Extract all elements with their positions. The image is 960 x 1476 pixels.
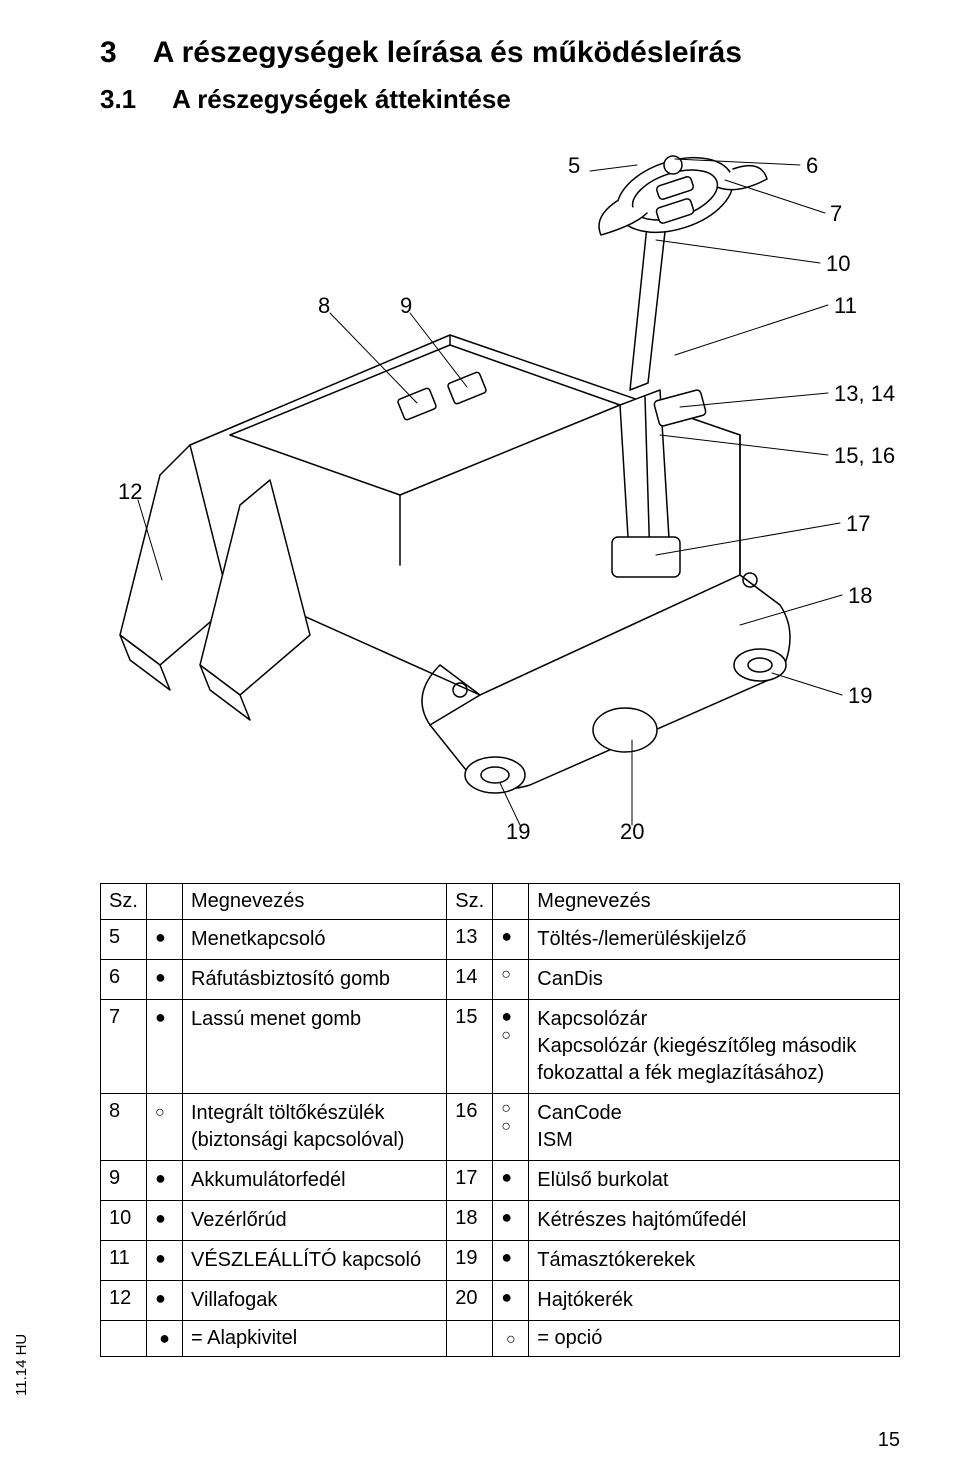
cell-name-left: Integrált töltőkészülék (biztonsági kapc… [183,1094,447,1161]
callout-8: 8 [318,293,330,319]
parts-table: Sz. Megnevezés Sz. Megnevezés 5●Menetkap… [100,883,900,1357]
cell-name-right: Hajtókerék [529,1281,900,1321]
callout-15-16: 15, 16 [834,443,895,469]
th-name-right: Megnevezés [529,884,900,920]
cell-num-right: 14 [447,960,493,1000]
callout-17: 17 [846,511,870,537]
cell-mark-right: ● [493,920,529,960]
cell-num-left: 8 [101,1094,147,1161]
cell-num-right: 17 [447,1161,493,1201]
table-row: 7●Lassú menet gomb15●○KapcsolózárKapcsol… [101,1000,900,1094]
callout-9: 9 [400,293,412,319]
table-row: 9●Akkumulátorfedél17●Elülső burkolat [101,1161,900,1201]
cell-name-left: Lassú menet gomb [183,1000,447,1094]
cell-name-left: VÉSZLEÁLLÍTÓ kapcsoló [183,1241,447,1281]
cell-name-left: Villafogak [183,1281,447,1321]
cell-name-right: CanCodeISM [529,1094,900,1161]
cell-name-left: Akkumulátorfedél [183,1161,447,1201]
footer-revision: 11.14 HU [13,1334,30,1396]
table-row: 12●Villafogak20●Hajtókerék [101,1281,900,1321]
cell-mark-left: ● [147,920,183,960]
cell-mark-right: ○ [493,960,529,1000]
cell-mark-left: ○ [147,1094,183,1161]
cell-num-left: 9 [101,1161,147,1201]
cell-mark-right: ● [493,1201,529,1241]
cell-mark-right: ○○ [493,1094,529,1161]
th-sz-right: Sz. [447,884,493,920]
cell-num-right: 13 [447,920,493,960]
callout-13-14: 13, 14 [834,381,895,407]
legend-dot-icon: ● [147,1321,183,1357]
table-row: 8○Integrált töltőkészülék (biztonsági ka… [101,1094,900,1161]
legend-empty [447,1321,493,1357]
legend-empty [101,1321,147,1357]
cell-num-right: 20 [447,1281,493,1321]
legend-std-label: = Alapkivitel [183,1321,447,1357]
cell-name-right: Töltés-/lemerüléskijelző [529,920,900,960]
cell-num-left: 11 [101,1241,147,1281]
cell-name-left: Menetkapcsoló [183,920,447,960]
cell-num-left: 7 [101,1000,147,1094]
callout-20: 20 [620,819,644,845]
cell-num-left: 12 [101,1281,147,1321]
cell-mark-left: ● [147,1281,183,1321]
table-row: 5●Menetkapcsoló13●Töltés-/lemerüléskijel… [101,920,900,960]
cell-mark-left: ● [147,1000,183,1094]
heading-1-number: 3 [100,36,117,70]
cell-num-right: 16 [447,1094,493,1161]
callout-7: 7 [830,201,842,227]
th-mark-right [493,884,529,920]
cell-mark-right: ●○ [493,1000,529,1094]
heading-2-text: A részegységek áttekintése [172,84,511,115]
cell-num-left: 10 [101,1201,147,1241]
th-sz-left: Sz. [101,884,147,920]
heading-2-number: 3.1 [100,84,136,115]
cell-name-left: Vezérlőrúd [183,1201,447,1241]
th-name-left: Megnevezés [183,884,447,920]
diagram: 5 6 7 8 9 10 11 12 13, 14 15, 16 17 18 1… [100,135,900,855]
cell-mark-right: ● [493,1281,529,1321]
callout-11: 11 [834,293,857,319]
legend-opt-label: = opció [529,1321,900,1357]
callout-6: 6 [806,153,818,179]
cell-mark-left: ● [147,1161,183,1201]
cell-name-right: KapcsolózárKapcsolózár (kiegészítőleg má… [529,1000,900,1094]
cell-name-right: Támasztókerekek [529,1241,900,1281]
legend-circ-icon: ○ [493,1321,529,1357]
cell-name-right: Elülső burkolat [529,1161,900,1201]
footer-page-number: 15 [878,1429,900,1452]
cell-num-left: 5 [101,920,147,960]
table-row: 11●VÉSZLEÁLLÍTÓ kapcsoló19●Támasztókerek… [101,1241,900,1281]
cell-num-right: 19 [447,1241,493,1281]
cell-name-left: Ráfutásbiztosító gomb [183,960,447,1000]
callout-10: 10 [826,251,850,277]
callout-19-left: 19 [506,819,530,845]
table-header-row: Sz. Megnevezés Sz. Megnevezés [101,884,900,920]
cell-mark-left: ● [147,1241,183,1281]
callout-5: 5 [568,153,580,179]
callout-12: 12 [118,479,142,505]
table-row: 10●Vezérlőrúd18●Kétrészes hajtóműfedél [101,1201,900,1241]
th-mark-left [147,884,183,920]
cell-mark-right: ● [493,1241,529,1281]
table-row: 6●Ráfutásbiztosító gomb14○CanDis [101,960,900,1000]
cell-num-right: 18 [447,1201,493,1241]
cell-num-left: 6 [101,960,147,1000]
table-legend-row: ●= Alapkivitel ○= opció [101,1321,900,1357]
cell-name-right: Kétrészes hajtóműfedél [529,1201,900,1241]
cell-mark-left: ● [147,960,183,1000]
cell-mark-left: ● [147,1201,183,1241]
cell-name-right: CanDis [529,960,900,1000]
callout-18: 18 [848,583,872,609]
callout-19-right: 19 [848,683,872,709]
cell-mark-right: ● [493,1161,529,1201]
cell-num-right: 15 [447,1000,493,1094]
heading-1-text: A részegységek leírása és működésleírás [153,36,742,70]
